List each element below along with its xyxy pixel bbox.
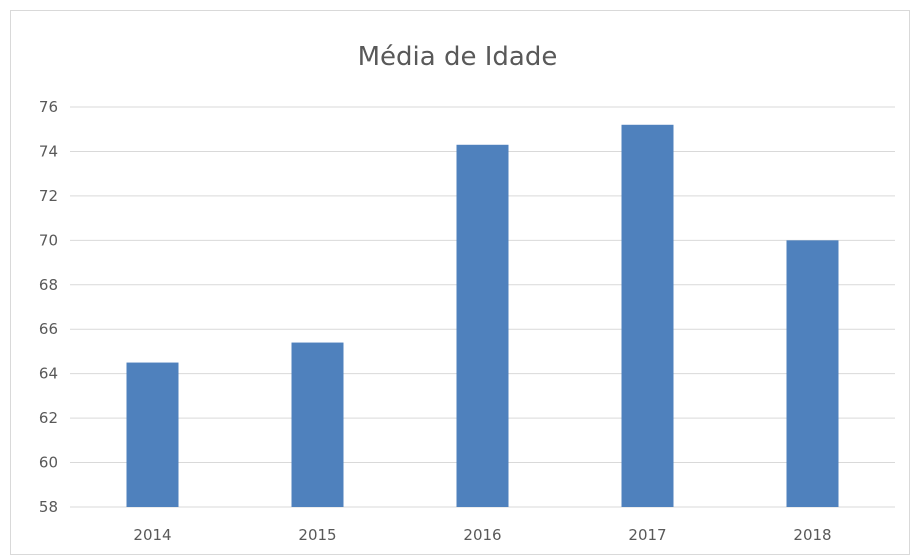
x-tick-label: 2016 [463, 526, 501, 544]
x-axis-tick-labels: 2014 2015 2016 2017 2018 [133, 526, 831, 544]
y-tick-label: 76 [39, 98, 58, 116]
y-tick-label: 74 [39, 142, 58, 160]
y-tick-label: 62 [39, 409, 58, 427]
y-tick-label: 64 [39, 365, 58, 383]
x-tick-label: 2017 [628, 526, 666, 544]
y-tick-label: 70 [39, 231, 58, 249]
x-tick-label: 2015 [298, 526, 336, 544]
bar-2015 [291, 342, 344, 507]
bar-2016 [456, 144, 509, 507]
bars [126, 124, 839, 508]
bar-2018 [786, 240, 839, 508]
y-tick-label: 58 [39, 498, 58, 516]
bar-2014 [126, 362, 179, 507]
bar-2017 [621, 124, 674, 508]
x-tick-label: 2014 [133, 526, 171, 544]
y-tick-label: 72 [39, 187, 58, 205]
y-tick-label: 60 [39, 454, 58, 472]
y-tick-label: 68 [39, 276, 58, 294]
y-tick-label: 66 [39, 320, 58, 338]
chart-title: Média de Idade [357, 42, 558, 72]
y-axis-tick-labels: 58 60 62 64 66 68 70 72 74 76 [39, 98, 58, 516]
x-tick-label: 2018 [793, 526, 831, 544]
